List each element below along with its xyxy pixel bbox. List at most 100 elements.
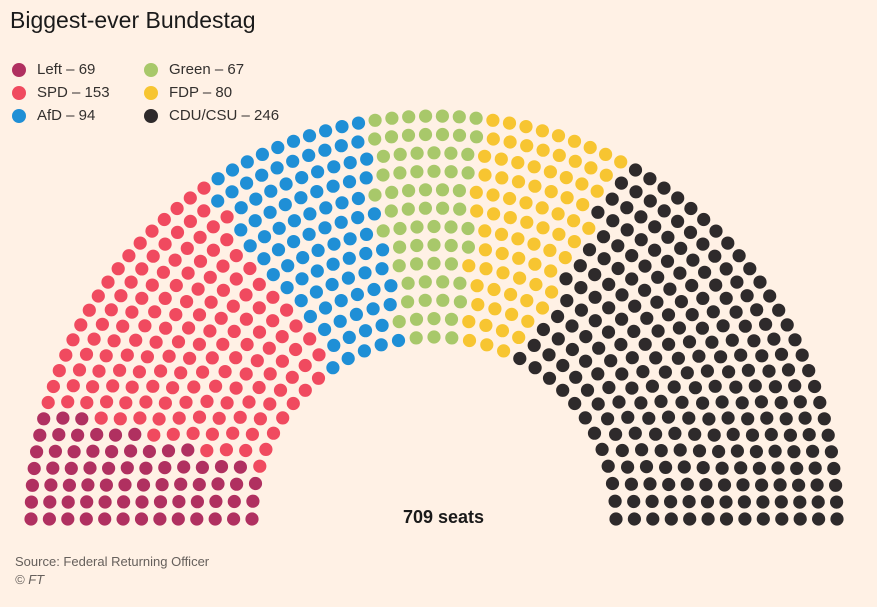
seat-afd: [311, 165, 325, 179]
seat-afd: [278, 198, 292, 212]
seat-cdu-csu: [717, 478, 732, 492]
seat-afd: [319, 201, 333, 215]
seat-left: [61, 495, 75, 509]
seat-cdu-csu: [574, 303, 589, 317]
seat-cdu-csu: [664, 512, 678, 526]
seat-cdu-csu: [808, 379, 822, 394]
seat-fdp: [559, 171, 573, 185]
seat-left: [246, 494, 260, 508]
seat-cdu-csu: [542, 348, 556, 362]
seat-fdp: [478, 243, 492, 257]
seat-left: [64, 461, 78, 475]
seat-cdu-csu: [667, 380, 681, 394]
seat-fdp: [584, 161, 598, 175]
seat-cdu-csu: [677, 460, 691, 474]
seat-cdu-csu: [780, 318, 794, 332]
seat-cdu-csu: [741, 363, 756, 377]
seat-spd: [229, 351, 243, 365]
seats-spd: [41, 181, 326, 473]
seat-left: [71, 428, 85, 442]
seat-spd: [214, 311, 228, 325]
seat-cdu-csu: [674, 295, 689, 309]
seat-afd: [280, 281, 294, 295]
seat-spd: [191, 282, 205, 296]
seat-cdu-csu: [762, 364, 776, 378]
seat-spd: [99, 349, 113, 363]
seat-cdu-csu: [596, 230, 611, 244]
seat-fdp: [544, 185, 558, 199]
seat-left: [86, 444, 100, 458]
seat-fdp: [551, 129, 566, 143]
seat-spd: [133, 411, 147, 425]
seat-fdp: [486, 113, 500, 127]
seat-cdu-csu: [602, 301, 616, 315]
seat-green: [452, 128, 467, 142]
seat-cdu-csu: [542, 371, 557, 385]
seat-cdu-csu: [736, 478, 750, 492]
seat-green: [385, 185, 399, 199]
seat-cdu-csu: [685, 278, 699, 293]
seat-afd: [318, 322, 332, 337]
seat-fdp: [527, 237, 541, 251]
seat-cdu-csu: [824, 445, 839, 459]
seat-cdu-csu: [642, 411, 656, 425]
seat-green: [444, 257, 458, 271]
seat-left: [181, 443, 195, 457]
seat-fdp: [552, 148, 566, 162]
legend-item-cdu-csu: CDU/CSU – 246: [144, 104, 294, 127]
seat-spd: [158, 237, 172, 251]
seat-afd: [271, 243, 286, 257]
seat-cdu-csu: [635, 443, 649, 457]
seats-cdu-csu: [513, 163, 844, 526]
seat-left: [99, 478, 113, 492]
seat-cdu-csu: [629, 185, 643, 199]
seat-cdu-csu: [536, 322, 551, 337]
seat-cdu-csu: [624, 477, 639, 491]
seat-green: [436, 275, 450, 289]
seat-fdp: [543, 243, 557, 257]
seat-cdu-csu: [781, 363, 796, 377]
seat-left: [120, 461, 134, 475]
seat-spd: [229, 249, 243, 263]
seat-cdu-csu: [628, 299, 642, 313]
seat-fdp: [462, 259, 476, 273]
seat-afd: [272, 221, 286, 235]
seat-spd: [219, 443, 233, 457]
seat-cdu-csu: [620, 223, 634, 237]
seat-spd: [206, 243, 220, 257]
seat-spd: [95, 317, 109, 331]
seat-cdu-csu: [664, 495, 678, 509]
seat-cdu-csu: [628, 163, 643, 177]
seat-left: [108, 428, 123, 442]
seat-afd: [295, 171, 309, 185]
seat-afd: [249, 192, 263, 206]
seat-left: [24, 512, 38, 526]
seat-spd: [113, 412, 127, 426]
seat-cdu-csu: [625, 381, 639, 395]
seat-fdp: [568, 154, 582, 168]
seat-green: [461, 221, 475, 236]
seat-spd: [171, 335, 186, 349]
seat-cdu-csu: [707, 428, 721, 442]
seat-left: [227, 494, 241, 509]
legend-swatch-spd: [12, 85, 26, 100]
seat-spd: [266, 314, 280, 328]
seat-fdp: [520, 215, 534, 229]
seat-spd: [159, 321, 173, 335]
seat-spd: [263, 367, 277, 381]
seat-fdp: [535, 201, 549, 215]
seat-spd: [259, 442, 273, 456]
seat-left: [208, 512, 222, 526]
seat-left: [75, 412, 89, 426]
seat-cdu-csu: [696, 291, 710, 305]
seat-cdu-csu: [767, 332, 781, 346]
seat-left: [117, 495, 131, 509]
seat-cdu-csu: [740, 289, 754, 303]
legend-swatch-cdu-csu: [144, 108, 158, 123]
seat-cdu-csu: [821, 428, 835, 442]
seat-cdu-csu: [621, 410, 635, 424]
seat-fdp: [535, 301, 550, 315]
seat-fdp: [488, 302, 502, 316]
seat-afd: [351, 211, 365, 225]
seat-cdu-csu: [682, 335, 697, 349]
